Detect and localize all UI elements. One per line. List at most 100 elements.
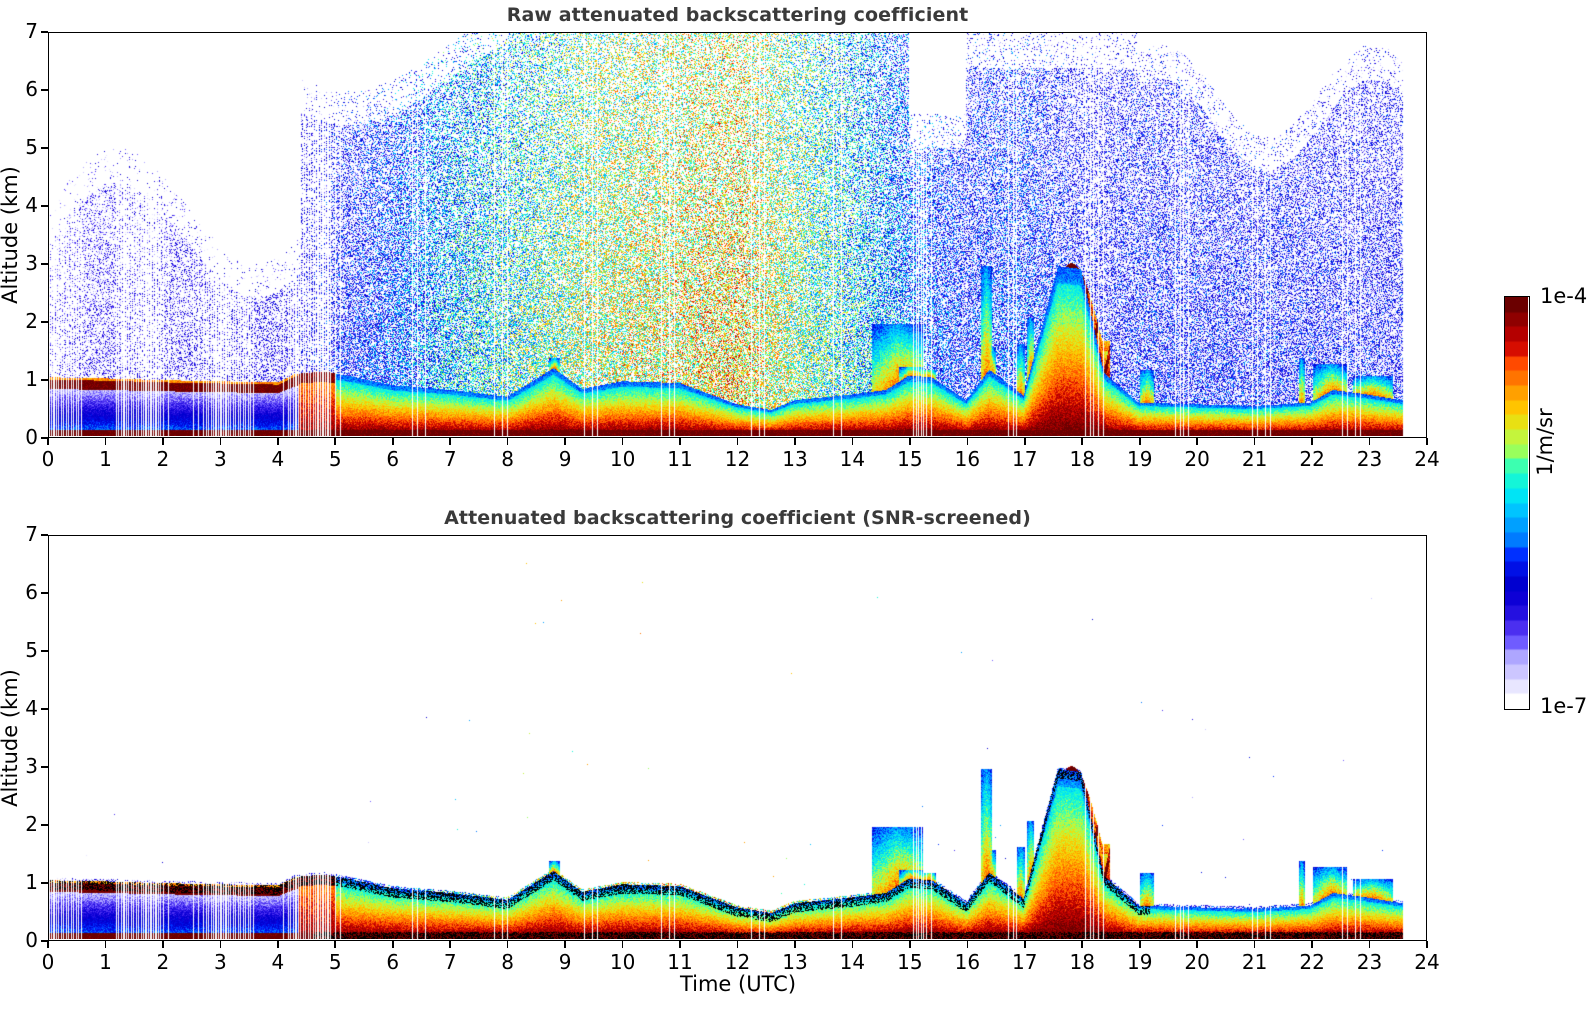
heatmap-snr xyxy=(49,536,1425,939)
x-tick xyxy=(564,941,566,948)
y-tick xyxy=(41,379,48,381)
x-tick xyxy=(909,941,911,948)
x-tick-label: 10 xyxy=(609,950,636,974)
heatmap-raw xyxy=(49,33,1425,436)
x-tick-label: 12 xyxy=(724,447,751,471)
y-tick-label: 0 xyxy=(25,928,38,952)
x-tick xyxy=(679,438,681,445)
y-tick xyxy=(41,882,48,884)
y-tick-label: 6 xyxy=(25,77,38,101)
x-tick-label: 11 xyxy=(667,447,693,471)
y-tick xyxy=(41,650,48,652)
y-axis-title-raw: Altitude (km) xyxy=(0,166,22,304)
x-tick-label: 8 xyxy=(501,950,515,974)
x-tick-label: 19 xyxy=(1126,447,1153,471)
x-tick xyxy=(104,941,107,948)
colorbar[interactable] xyxy=(1504,296,1530,710)
x-tick xyxy=(1368,941,1371,948)
x-tick-label: 23 xyxy=(1356,447,1383,471)
colorbar-title: 1/m/sr xyxy=(1533,408,1557,476)
x-tick-label: 22 xyxy=(1299,950,1325,974)
x-tick-label: 0 xyxy=(41,950,55,974)
x-tick-label: 7 xyxy=(443,950,457,974)
x-tick xyxy=(1253,941,1256,948)
x-tick-label: 17 xyxy=(1012,447,1038,471)
y-tick-label: 3 xyxy=(25,754,38,778)
x-tick-label: 5 xyxy=(328,950,342,974)
x-tick xyxy=(1368,438,1371,445)
x-tick-label: 2 xyxy=(156,950,170,974)
y-axis-title-snr: Altitude (km) xyxy=(0,669,22,807)
x-tick-label: 8 xyxy=(501,447,515,471)
x-tick xyxy=(909,438,911,445)
x-tick xyxy=(47,941,49,948)
x-tick-label: 1 xyxy=(99,447,112,471)
x-tick xyxy=(391,438,394,445)
x-tick-label: 10 xyxy=(609,447,636,471)
y-tick xyxy=(41,89,48,91)
x-tick-label: 3 xyxy=(214,447,227,471)
y-tick xyxy=(41,940,48,942)
x-tick xyxy=(1081,438,1084,445)
x-tick xyxy=(966,941,969,948)
x-tick-label: 7 xyxy=(443,447,457,471)
x-tick xyxy=(794,438,796,445)
x-tick xyxy=(219,941,222,948)
plot-area-raw[interactable] xyxy=(48,32,1427,438)
y-tick xyxy=(41,592,48,594)
y-tick-label: 0 xyxy=(25,425,38,449)
x-tick xyxy=(1253,438,1256,445)
x-tick-label: 16 xyxy=(954,950,981,974)
x-tick-label: 21 xyxy=(1241,447,1268,471)
y-tick-label: 5 xyxy=(25,638,38,662)
x-tick-label: 16 xyxy=(954,447,981,471)
y-tick xyxy=(41,321,48,323)
x-tick xyxy=(851,438,854,445)
x-tick-label: 6 xyxy=(386,950,400,974)
plot-area-snr[interactable] xyxy=(48,535,1427,941)
y-tick xyxy=(41,824,48,826)
y-tick-label: 1 xyxy=(25,870,38,894)
y-tick xyxy=(41,437,48,439)
y-tick xyxy=(41,31,48,33)
y-tick-label: 4 xyxy=(25,193,38,217)
x-tick xyxy=(162,438,164,445)
colorbar-min-label: 1e-7 xyxy=(1540,694,1588,718)
x-tick xyxy=(1311,941,1313,948)
y-tick-label: 2 xyxy=(25,309,38,333)
x-tick xyxy=(334,438,337,445)
panel-title-snr: Attenuated backscattering coefficient (S… xyxy=(444,507,1031,529)
x-tick-label: 11 xyxy=(667,950,693,974)
y-tick-label: 3 xyxy=(25,251,38,275)
x-tick-label: 13 xyxy=(782,447,808,471)
x-tick xyxy=(1138,941,1141,948)
x-tick-label: 18 xyxy=(1069,950,1095,974)
x-tick xyxy=(966,438,969,445)
y-tick xyxy=(41,205,48,207)
x-tick-label: 20 xyxy=(1184,950,1210,974)
x-tick-label: 1 xyxy=(99,950,112,974)
y-tick-label: 7 xyxy=(25,19,38,43)
x-tick xyxy=(334,941,337,948)
x-tick xyxy=(1196,941,1198,948)
y-tick xyxy=(41,766,48,768)
x-tick xyxy=(162,941,164,948)
x-tick-label: 2 xyxy=(156,447,170,471)
y-tick xyxy=(41,263,48,265)
y-tick-label: 6 xyxy=(25,580,38,604)
x-tick xyxy=(1023,438,1026,445)
x-tick-label: 20 xyxy=(1184,447,1210,471)
y-tick-label: 7 xyxy=(25,522,38,546)
x-tick-label: 3 xyxy=(214,950,227,974)
x-tick xyxy=(449,941,451,948)
x-tick-label: 14 xyxy=(839,447,866,471)
x-tick xyxy=(506,438,509,445)
y-tick xyxy=(41,534,48,536)
x-tick xyxy=(1196,438,1198,445)
x-tick xyxy=(1426,438,1428,445)
x-tick-label: 9 xyxy=(558,950,572,974)
x-tick-label: 24 xyxy=(1414,950,1440,974)
x-tick xyxy=(851,941,854,948)
x-tick-label: 13 xyxy=(782,950,808,974)
